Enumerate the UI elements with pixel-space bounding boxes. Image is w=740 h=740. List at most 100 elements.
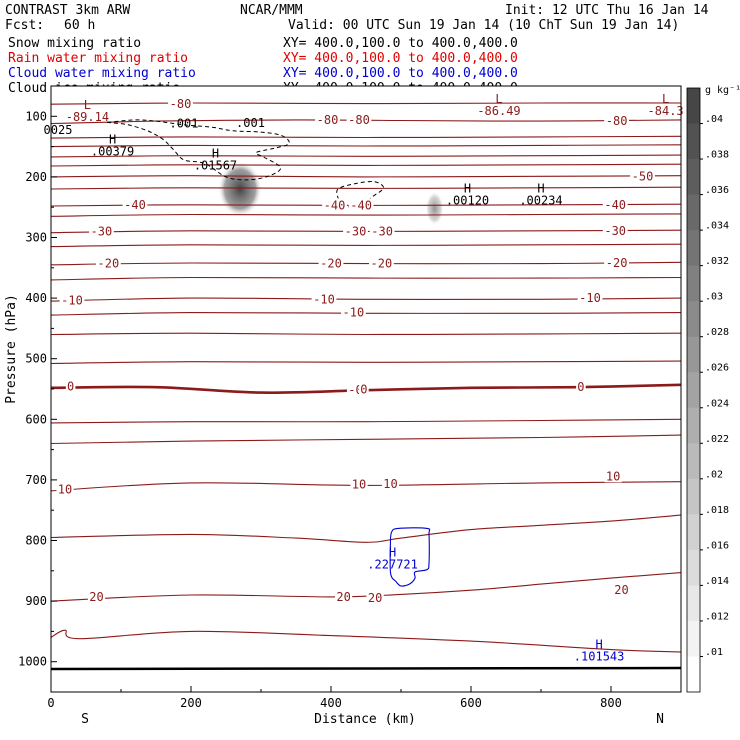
field-name-2: Cloud water mixing ratio: [8, 66, 196, 81]
temperature-label-bg: [96, 256, 121, 270]
temperature-label-bg: [59, 293, 85, 307]
y-tick-label: 800: [25, 534, 47, 548]
cloud-water-contours: [389, 527, 431, 587]
forecast-label: Fcst:: [5, 18, 44, 33]
snow-shade-blob: [218, 161, 262, 218]
snow-shading-layer: [218, 161, 444, 226]
temperature-contour: [51, 144, 681, 148]
colorbar-segment: [687, 478, 700, 515]
colorbar-tick-label: .034: [705, 221, 729, 232]
x-tick-label: 800: [600, 696, 622, 710]
colorbar: .04 .038 .036 .034 .032 .03 .028 .026 .024 .022 .0…: [686, 85, 740, 693]
snow-contour: [336, 181, 384, 208]
y-axis-label: Pressure (hPa): [4, 294, 19, 404]
colorbar-tick-label: .026: [705, 363, 729, 374]
temperature-label-bg: [576, 380, 586, 394]
temperature-contour: [51, 102, 681, 105]
x-tick-label: 600: [460, 696, 482, 710]
colorbar-tick-label: .036: [705, 185, 729, 196]
x-tick-label: 400: [320, 696, 342, 710]
colorbar-tick-label: .02: [705, 469, 723, 480]
extremum-value: -89.14: [66, 110, 109, 124]
temperature-label: -80: [348, 113, 370, 127]
temperature-label-bg: [381, 477, 400, 491]
temperature-contour: [51, 276, 681, 281]
temperature-label: 0: [67, 380, 74, 394]
temperature-label: -30: [604, 224, 626, 238]
temperature-contour: [51, 213, 681, 217]
extremum-high-marker: H: [212, 147, 219, 161]
colorbar-segment: [687, 336, 700, 373]
temperature-label-bg: [359, 382, 369, 396]
field-name-0: Snow mixing ratio: [8, 36, 141, 51]
temperature-contour: [51, 514, 681, 543]
colorbar-tick-label: .022: [705, 434, 729, 445]
temperature-label-bg: [122, 197, 148, 211]
extremum-value: .00234: [519, 194, 562, 208]
temperature-label-bg: [604, 255, 629, 269]
y-tick-label: 300: [25, 231, 47, 245]
valid-time: Valid: 00 UTC Sun 19 Jan 14 (10 ChT Sun …: [288, 18, 679, 33]
extremum-value: .01567: [194, 159, 237, 173]
colorbar-segment: [687, 407, 700, 444]
temperature-label: -10: [313, 292, 335, 306]
field-xy-2: XY= 400.0,100.0 to 400.0,400.0: [283, 66, 518, 81]
field-xy-0: XY= 400.0,100.0 to 400.0,400.0: [283, 36, 518, 51]
extremum-value: .00120: [446, 194, 489, 208]
x-axis-label: Distance (km): [314, 712, 416, 727]
axes: 0 200 400 600 800100200300400500600700800900…: [4, 85, 664, 727]
temperature-label-bg: [369, 224, 395, 238]
colorbar-segment: [687, 265, 700, 302]
temperature-contour: [51, 332, 681, 336]
forecast-hours: 60 h: [64, 18, 95, 33]
temperature-label-bg: [168, 97, 193, 111]
colorbar-tick-label: .024: [705, 398, 729, 409]
colorbar-frame: [686, 87, 701, 693]
y-tick-label: 500: [25, 352, 47, 366]
colorbar-tick-label: .04: [705, 114, 723, 125]
temperature-label-bg: [366, 591, 384, 605]
temperature-contour: [51, 418, 681, 424]
temperature-contour: [51, 572, 681, 602]
temperature-contour: [51, 163, 681, 167]
colorbar-tick-label: .028: [705, 327, 729, 338]
colorbar-segment: [687, 159, 700, 196]
extremum-value: -86.49: [477, 104, 520, 118]
extremum-low-marker: L: [662, 92, 669, 106]
init-time: Init: 12 UTC Thu 16 Jan 14: [505, 3, 709, 18]
snow-contours: [106, 119, 384, 208]
temperature-label-bg: [604, 469, 622, 483]
extremum-high-marker: H: [109, 133, 116, 147]
extremum-value: .00379: [91, 145, 134, 159]
snow-contour-label: .001: [236, 116, 265, 130]
temperature-label-bg: [87, 589, 106, 603]
colorbar-segment: [687, 230, 700, 267]
temperature-label: 20: [368, 591, 382, 605]
colorbar-tick-label: .01: [705, 647, 723, 658]
temperature-label-bg: [630, 169, 655, 183]
temperature-label: 20: [614, 583, 628, 597]
temperature-label: -80: [170, 97, 192, 111]
temperature-label: -40: [604, 198, 626, 212]
colorbar-segment: [687, 123, 700, 160]
temperature-label-bg: [612, 583, 631, 597]
temperature-label: 0: [577, 380, 584, 394]
y-tick-label: 400: [25, 291, 47, 305]
colorbar-tick-label: .012: [705, 611, 729, 622]
colorbar-tick-label: .014: [705, 576, 729, 587]
x-tick-label: 200: [180, 696, 202, 710]
contour-labels: -80 -80 -80 -80 -50 -40 -40 -40 -40 -30 -30 -30 -30 -…: [44, 97, 655, 605]
temperature-label: -20: [371, 257, 393, 271]
temperature-contour: [51, 311, 681, 316]
y-tick-label: 100: [25, 109, 47, 123]
temperature-label-bg: [335, 589, 353, 603]
temperature-label: 20: [336, 590, 350, 604]
temperature-label-bg: [348, 198, 374, 212]
colorbar-segment: [687, 514, 700, 551]
temperature-label: -20: [320, 257, 342, 271]
field-name-1: Rain water mixing ratio: [8, 51, 188, 66]
colorbar-tick-label: .032: [705, 256, 729, 267]
temperature-label-bg: [369, 256, 394, 270]
colorbar-tick-label: .018: [705, 505, 729, 516]
